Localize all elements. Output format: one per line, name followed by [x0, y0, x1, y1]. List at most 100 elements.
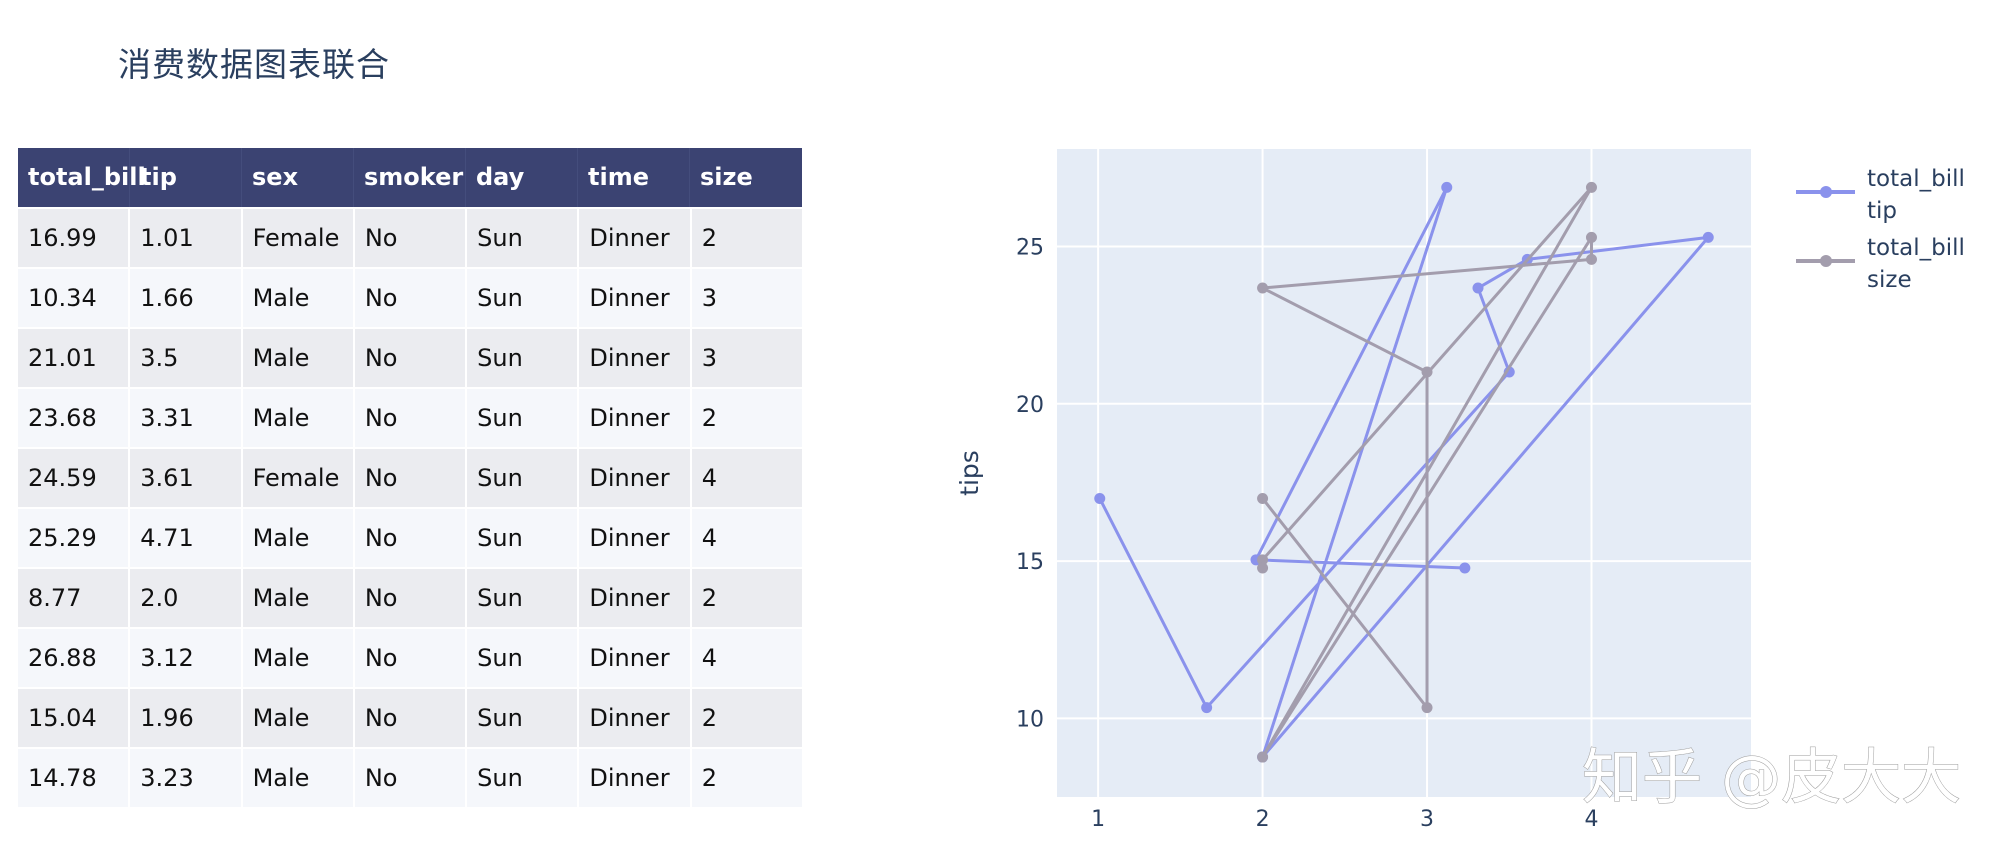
- data-point-marker[interactable]: [1702, 231, 1714, 243]
- legend-label: size: [1867, 267, 1912, 293]
- x-tick-label: 3: [1420, 807, 1434, 832]
- cell-sex: Male: [242, 329, 353, 387]
- cell-tip: 4.71: [130, 509, 241, 567]
- cell-size: 3: [691, 269, 802, 327]
- cell-sex: Female: [242, 449, 353, 507]
- cell-tip: 3.12: [130, 629, 241, 687]
- cell-time: Dinner: [579, 629, 690, 687]
- cell-sex: Male: [242, 629, 353, 687]
- cell-time: Dinner: [579, 749, 690, 807]
- data-point-marker[interactable]: [1585, 253, 1597, 265]
- data-point-marker[interactable]: [1257, 282, 1269, 294]
- cell-time: Dinner: [579, 449, 690, 507]
- table-row[interactable]: 14.78 3.23 Male No Sun Dinner 2: [18, 749, 802, 807]
- cell-size: 4: [691, 509, 802, 567]
- cell-tip: 3.5: [130, 329, 241, 387]
- column-header-tip[interactable]: tip: [130, 148, 242, 207]
- legend-marker-icon: [1820, 186, 1832, 198]
- traces: [1094, 181, 1714, 763]
- cell-size: 2: [691, 209, 802, 267]
- y-tick-label: 15: [1016, 550, 1044, 575]
- cell-smoker: No: [354, 569, 466, 627]
- table-row[interactable]: 23.68 3.31 Male No Sun Dinner 2: [18, 389, 802, 447]
- cell-total-bill: 8.77: [18, 569, 129, 627]
- cell-size: 3: [691, 329, 802, 387]
- trace-total-bill-size[interactable]: [1257, 181, 1597, 763]
- cell-tip: 3.61: [130, 449, 241, 507]
- cell-day: Sun: [467, 629, 578, 687]
- data-point-marker[interactable]: [1459, 562, 1471, 574]
- cell-total-bill: 24.59: [18, 449, 129, 507]
- table-row[interactable]: 24.59 3.61 Female No Sun Dinner 4: [18, 449, 802, 507]
- cell-smoker: No: [354, 749, 466, 807]
- cell-smoker: No: [354, 449, 466, 507]
- cell-total-bill: 21.01: [18, 329, 129, 387]
- data-point-marker[interactable]: [1094, 492, 1106, 504]
- cell-size: 4: [691, 629, 802, 687]
- cell-smoker: No: [354, 329, 466, 387]
- table-row[interactable]: 25.29 4.71 Male No Sun Dinner 4: [18, 509, 802, 567]
- cell-smoker: No: [354, 689, 466, 747]
- x-tick-label: 4: [1584, 807, 1598, 832]
- cell-day: Sun: [467, 569, 578, 627]
- page-title: 消费数据图表联合: [118, 45, 390, 84]
- y-tick-label: 25: [1016, 236, 1044, 261]
- legend-label: total_bill: [1867, 166, 1965, 192]
- trace-line: [1098, 185, 1710, 759]
- x-tick-label: 2: [1256, 807, 1270, 832]
- cell-time: Dinner: [579, 329, 690, 387]
- cell-size: 2: [691, 689, 802, 747]
- cell-tip: 1.01: [130, 209, 241, 267]
- data-point-marker[interactable]: [1257, 492, 1269, 504]
- cell-smoker: No: [354, 509, 466, 567]
- cell-day: Sun: [467, 269, 578, 327]
- column-header-time[interactable]: time: [578, 148, 690, 207]
- cell-size: 2: [691, 569, 802, 627]
- data-table: total_bill tip sex smoker day time size …: [18, 148, 802, 807]
- data-point-marker[interactable]: [1421, 702, 1433, 714]
- data-point-marker[interactable]: [1585, 181, 1597, 193]
- cell-sex: Male: [242, 569, 353, 627]
- cell-size: 4: [691, 449, 802, 507]
- data-point-marker[interactable]: [1421, 366, 1433, 378]
- data-point-marker[interactable]: [1257, 554, 1269, 566]
- table-row[interactable]: 16.99 1.01 Female No Sun Dinner 2: [18, 209, 802, 267]
- data-point-marker[interactable]: [1201, 702, 1213, 714]
- x-tick-label: 1: [1091, 807, 1105, 832]
- cell-time: Dinner: [579, 269, 690, 327]
- table-row[interactable]: 26.88 3.12 Male No Sun Dinner 4: [18, 629, 802, 687]
- y-axis-title: tips: [955, 450, 984, 496]
- plot-area[interactable]: [1057, 149, 1751, 797]
- column-header-sex[interactable]: sex: [242, 148, 354, 207]
- cell-smoker: No: [354, 389, 466, 447]
- table-row[interactable]: 10.34 1.66 Male No Sun Dinner 3: [18, 269, 802, 327]
- cell-day: Sun: [467, 449, 578, 507]
- cell-time: Dinner: [579, 689, 690, 747]
- cell-sex: Female: [242, 209, 353, 267]
- cell-time: Dinner: [579, 209, 690, 267]
- data-point-marker[interactable]: [1257, 562, 1269, 574]
- cell-time: Dinner: [579, 509, 690, 567]
- cell-time: Dinner: [579, 569, 690, 627]
- cell-total-bill: 23.68: [18, 389, 129, 447]
- cell-smoker: No: [354, 629, 466, 687]
- data-point-marker[interactable]: [1472, 282, 1484, 294]
- column-header-size[interactable]: size: [700, 163, 753, 191]
- column-header-day[interactable]: day: [466, 148, 578, 207]
- table-row[interactable]: 8.77 2.0 Male No Sun Dinner 2: [18, 569, 802, 627]
- cell-sex: Male: [242, 389, 353, 447]
- column-header-total-bill[interactable]: total_bill: [18, 148, 146, 207]
- data-point-marker[interactable]: [1441, 181, 1453, 193]
- cell-total-bill: 10.34: [18, 269, 129, 327]
- data-point-marker[interactable]: [1257, 751, 1269, 763]
- cell-total-bill: 16.99: [18, 209, 129, 267]
- cell-day: Sun: [467, 329, 578, 387]
- table-row[interactable]: 15.04 1.96 Male No Sun Dinner 2: [18, 689, 802, 747]
- data-point-marker[interactable]: [1585, 231, 1597, 243]
- table-row[interactable]: 21.01 3.5 Male No Sun Dinner 3: [18, 329, 802, 387]
- column-header-smoker[interactable]: smoker: [354, 148, 466, 207]
- cell-total-bill: 15.04: [18, 689, 129, 747]
